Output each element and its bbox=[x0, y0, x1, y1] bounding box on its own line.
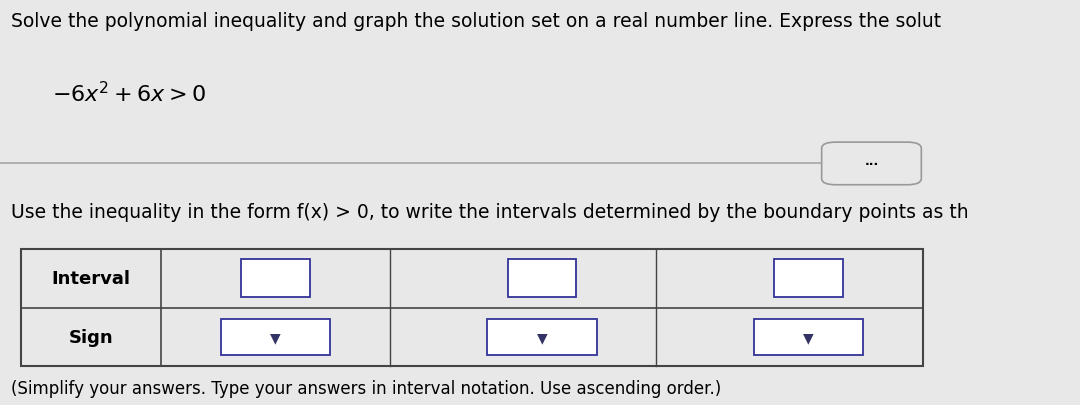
Text: $-6x^2+6x>0$: $-6x^2+6x>0$ bbox=[52, 81, 206, 106]
Text: ▼: ▼ bbox=[270, 330, 281, 344]
Text: (Simplify your answers. Type your answers in interval notation. Use ascending or: (Simplify your answers. Type your answer… bbox=[12, 379, 721, 397]
Bar bbox=[774, 259, 842, 298]
Text: Sign: Sign bbox=[69, 328, 113, 346]
Text: Interval: Interval bbox=[52, 269, 131, 288]
Bar bbox=[220, 319, 330, 355]
Text: Use the inequality in the form f(x) > 0, to write the intervals determined by th: Use the inequality in the form f(x) > 0,… bbox=[12, 202, 969, 222]
Text: ▼: ▼ bbox=[804, 330, 814, 344]
Bar bbox=[241, 259, 310, 298]
Bar bbox=[508, 259, 577, 298]
FancyBboxPatch shape bbox=[822, 143, 921, 185]
Text: Solve the polynomial inequality and graph the solution set on a real number line: Solve the polynomial inequality and grap… bbox=[12, 12, 942, 31]
Text: ···: ··· bbox=[864, 158, 879, 171]
Text: ▼: ▼ bbox=[537, 330, 548, 344]
Bar bbox=[21, 249, 922, 367]
Bar bbox=[487, 319, 597, 355]
Bar bbox=[754, 319, 863, 355]
